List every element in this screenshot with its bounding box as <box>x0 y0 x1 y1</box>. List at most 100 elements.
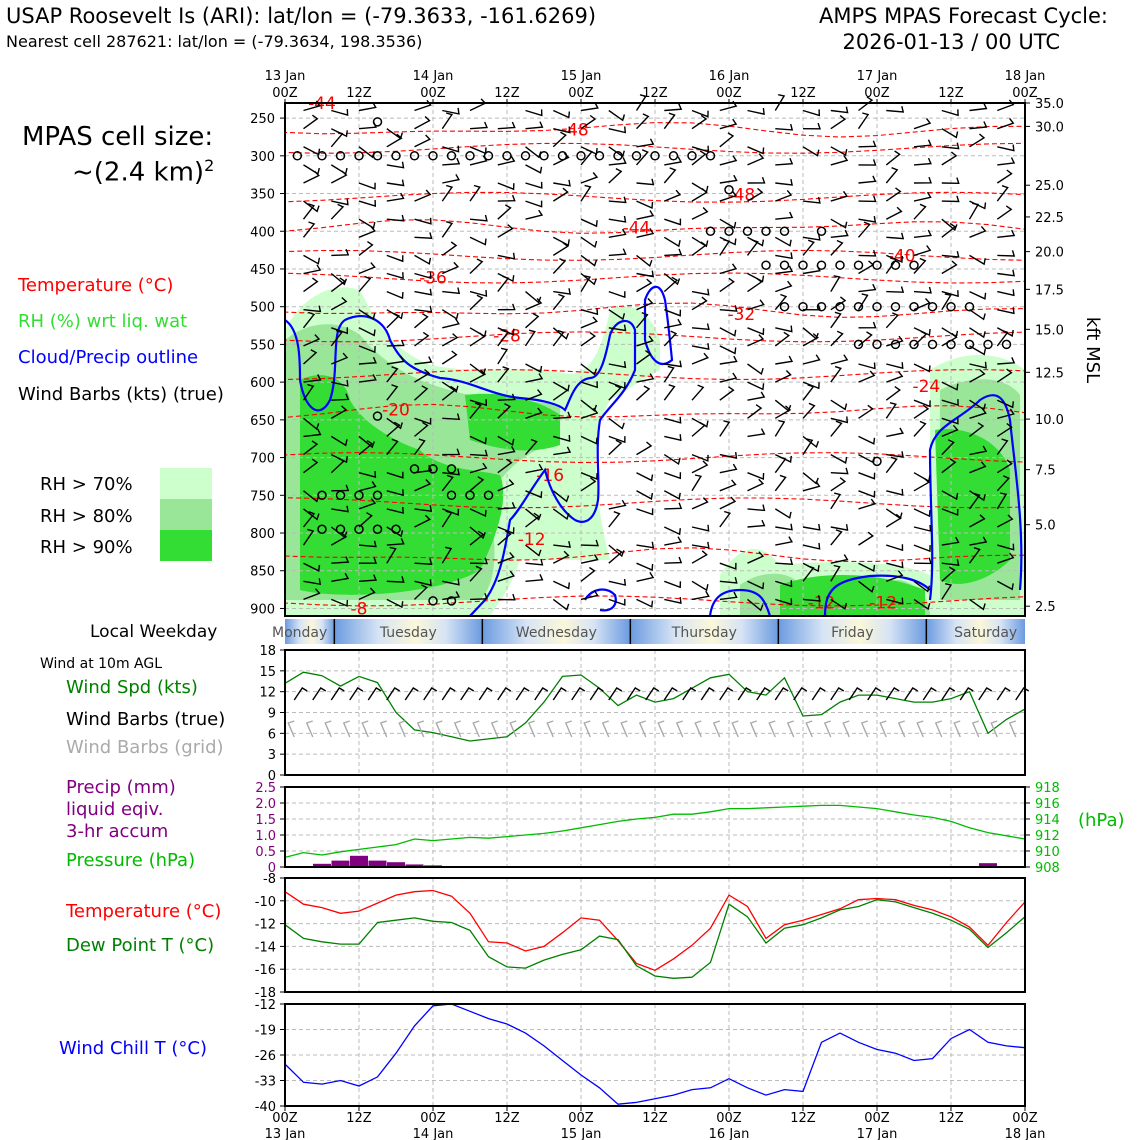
wind-barb <box>497 194 516 202</box>
wind-barb-true <box>811 687 826 701</box>
wind-barb <box>719 263 738 275</box>
temp-ytick-label: -14 <box>255 940 276 955</box>
wind-barb <box>608 499 627 510</box>
date-tick-top: 14 Jan <box>413 69 454 84</box>
pressure-ytick-label: 912 <box>1035 829 1060 844</box>
wind-barb <box>497 303 516 311</box>
wind-barb <box>969 102 988 112</box>
wind-barb <box>886 371 904 383</box>
time-tick-bottom: 00Z <box>568 1111 594 1126</box>
temperature-contour-label: -8 <box>351 599 368 619</box>
wind-barb-grid <box>879 720 887 738</box>
wind-barb <box>525 121 544 130</box>
wind-barb <box>858 472 876 480</box>
weekday-band <box>482 619 631 644</box>
wind-barb <box>302 511 316 528</box>
wind-barb <box>886 544 904 552</box>
wind-barb <box>691 187 708 202</box>
wind-barb <box>663 384 676 401</box>
wind-barb <box>608 544 625 558</box>
wind-barb <box>775 536 793 546</box>
wind-barb <box>830 190 849 202</box>
wind-barb <box>941 583 953 600</box>
wind-barb <box>913 330 928 347</box>
calm-wind-circle <box>798 301 808 312</box>
wind-barb <box>442 448 461 456</box>
calm-wind-circle <box>502 151 512 161</box>
wind-barb <box>941 260 958 275</box>
wind-barb <box>691 241 707 256</box>
time-tick-bottom: 12Z <box>790 1111 816 1126</box>
wind-barb <box>774 236 792 247</box>
wind-barb <box>608 157 627 166</box>
date-tick-bottom: 17 Jan <box>857 1127 898 1140</box>
temperature-contour-label: -24 <box>912 377 940 397</box>
wind-barb <box>913 157 932 166</box>
wind-barb <box>802 565 815 582</box>
wind-barb <box>525 574 544 582</box>
wind-barb <box>525 209 544 220</box>
wind-barb <box>664 309 682 317</box>
calm-wind-circle <box>724 226 734 236</box>
wind-barb <box>913 245 932 257</box>
wind-barb <box>691 352 709 365</box>
weekday-label: Saturday <box>954 625 1017 641</box>
wind-barb <box>969 461 987 474</box>
wind-barb <box>858 562 876 572</box>
wind-barb-true <box>719 687 734 701</box>
wind-barb-grid <box>768 720 776 738</box>
wind-barb <box>913 117 932 130</box>
wind-barb <box>386 546 397 564</box>
wind-barb <box>886 488 904 496</box>
calm-wind-circle <box>890 339 901 350</box>
wind-barb <box>747 363 764 376</box>
time-tick-bottom: 00Z <box>1012 1111 1038 1126</box>
wind-barb <box>469 369 487 383</box>
wind-barb <box>331 393 350 401</box>
time-tick-bottom: 00Z <box>272 1111 298 1126</box>
height-tick-label: 10.0 <box>1035 413 1064 428</box>
cell-size-value: ~(2.4 km)2 <box>72 156 214 188</box>
wind-barb <box>635 94 647 111</box>
date-tick-bottom: 15 Jan <box>561 1127 602 1140</box>
wind-barb <box>719 355 738 365</box>
wind-barb <box>302 203 316 220</box>
calm-wind-circle <box>446 596 457 606</box>
wind-barb <box>941 566 956 582</box>
wind-barb <box>996 580 1014 591</box>
weekday-band <box>778 619 927 644</box>
wind-barb <box>997 357 1016 365</box>
wind-barb <box>497 445 516 456</box>
wind-barb <box>525 373 544 383</box>
wind-barb <box>636 254 653 268</box>
wind-barb <box>747 327 765 336</box>
date-tick-bottom: 13 Jan <box>265 1127 306 1140</box>
wind-barb <box>442 468 460 476</box>
wind-barb <box>469 530 485 546</box>
wind-barb <box>636 335 654 347</box>
calm-wind-circle <box>705 151 716 161</box>
wind-barb <box>358 199 377 207</box>
wind-barb <box>802 472 819 485</box>
wind-barb <box>635 149 649 166</box>
pressure-unit-label: (hPa) <box>1078 810 1125 831</box>
wind-barb <box>663 330 678 347</box>
wind-barb <box>330 435 348 447</box>
wind-barb <box>858 283 877 293</box>
precip-label-1: Precip (mm) <box>66 777 176 798</box>
calm-wind-circle <box>446 464 457 474</box>
wind-barb <box>608 109 626 122</box>
wind-barb <box>775 189 793 202</box>
wind-barb <box>552 293 566 311</box>
wind-barb <box>913 399 931 408</box>
precip-bar <box>405 864 424 867</box>
wind-barb <box>525 181 543 189</box>
wind-barb <box>858 370 876 383</box>
wind-barb-grid <box>731 720 739 738</box>
wind-barb <box>580 184 592 202</box>
wind-barb <box>747 519 766 528</box>
wind-barb <box>830 311 842 329</box>
calm-wind-circle <box>446 490 457 501</box>
wind-barb <box>830 564 841 582</box>
wind-barb <box>969 327 986 339</box>
